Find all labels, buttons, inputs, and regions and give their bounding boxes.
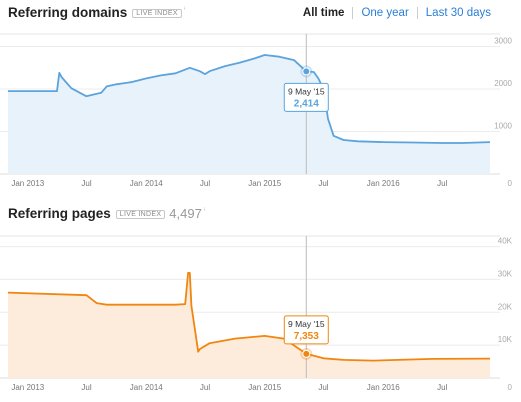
range-all-time[interactable]: All time	[302, 7, 345, 19]
tooltip-date: 9 May '15	[288, 319, 325, 329]
x-tick-label: Jan 2016	[367, 383, 400, 392]
info-icon[interactable]: ⁱ	[203, 208, 206, 215]
x-tick-label: Jan 2013	[11, 179, 44, 188]
live-index-badge: LIVE INDEX	[115, 210, 166, 219]
x-tick-label: Jan 2013	[11, 383, 44, 392]
y-tick-label: 3000	[494, 37, 512, 46]
referring-domains-title: Referring domains	[8, 5, 128, 20]
referring-domains-header: Referring domains LIVE INDEX ⁱ	[8, 5, 185, 20]
y-tick-label: 20K	[498, 302, 513, 311]
y-tick-label: 10K	[498, 335, 513, 344]
y-tick-label: 0	[508, 383, 513, 392]
range-last-30-days[interactable]: Last 30 days	[416, 7, 499, 19]
x-tick-label: Jan 2015	[248, 383, 281, 392]
series-area	[8, 55, 490, 174]
live-index-badge: LIVE INDEX	[132, 9, 182, 18]
y-tick-label: 40K	[498, 237, 513, 246]
tooltip	[283, 82, 329, 112]
x-tick-label: Jan 2014	[130, 383, 163, 392]
y-tick-label: 0	[508, 179, 513, 188]
referring-pages-chart: 10K 20K 30K 40K 0 Jan 2013 Jul Jan 2014 Jul Jan 2…	[0, 235, 513, 392]
series-line	[7, 272, 491, 362]
y-tick-label: 30K	[498, 269, 513, 278]
series-area	[8, 272, 490, 378]
referring-pages-title: Referring pages	[8, 206, 111, 221]
referring-domains-chart: 1000 2000 3000 0 Jan 2013 Jul Jan 2014 Jul Jan 2…	[0, 33, 513, 188]
date-range-selector: All time One year Last 30 days	[295, 7, 499, 19]
hover-marker	[302, 349, 311, 358]
x-tick-label: Jul	[81, 383, 91, 392]
tooltip-date: 9 May '15	[288, 86, 325, 96]
x-tick-label: Jul	[81, 179, 91, 188]
range-one-year[interactable]: One year	[352, 7, 416, 19]
x-tick-label: Jul	[318, 179, 328, 188]
x-tick-label: Jan 2014	[130, 179, 163, 188]
x-tick-label: Jul	[200, 179, 210, 188]
tooltip	[283, 315, 329, 345]
y-tick-label: 1000	[494, 122, 512, 131]
tooltip-value: 2,414	[294, 98, 319, 109]
tooltip-value: 7,353	[294, 331, 319, 342]
x-tick-label: Jul	[437, 383, 447, 392]
x-tick-label: Jan 2015	[248, 179, 281, 188]
referring-pages-total: 4,497	[169, 206, 202, 221]
x-tick-label: Jul	[200, 383, 210, 392]
y-tick-label: 2000	[494, 79, 512, 88]
x-tick-label: Jul	[318, 383, 328, 392]
x-tick-label: Jul	[437, 179, 447, 188]
series-line	[8, 54, 491, 144]
info-icon[interactable]: ⁱ	[183, 7, 186, 14]
referring-pages-header: Referring pages LIVE INDEX 4,497 ⁱ	[8, 206, 205, 221]
x-tick-label: Jan 2016	[367, 179, 400, 188]
hover-marker	[302, 67, 311, 76]
